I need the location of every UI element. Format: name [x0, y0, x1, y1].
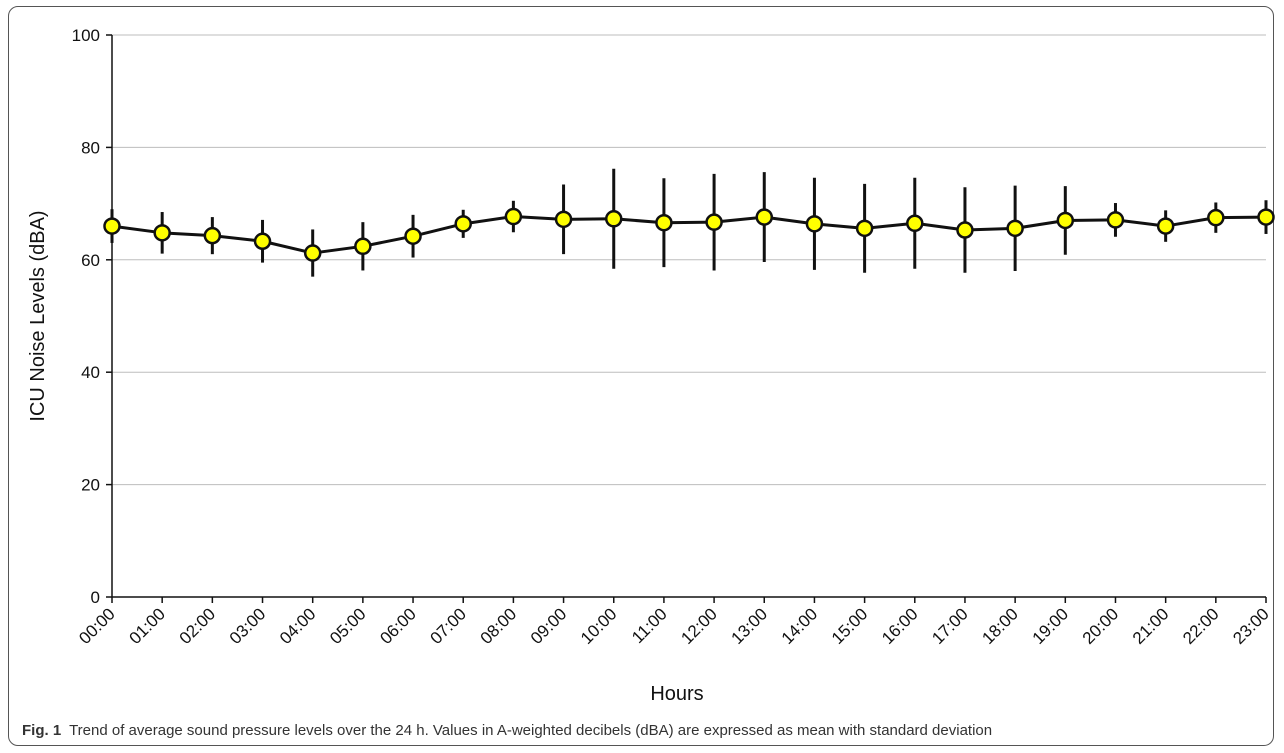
x-tick-label-16: 16:00	[878, 604, 922, 648]
data-point-1	[153, 224, 171, 242]
y-axis-title: ICU Noise Levels (dBA)	[27, 210, 49, 421]
x-tick-label-2: 02:00	[176, 604, 220, 648]
data-point-18	[1006, 219, 1024, 238]
x-tick-label-0: 00:00	[75, 604, 119, 648]
data-point-6	[404, 227, 422, 245]
caption-fig-label: Fig. 1	[22, 722, 62, 739]
data-point-11	[655, 213, 673, 232]
data-points	[103, 207, 1275, 262]
x-tick-label-10: 10:00	[577, 604, 621, 648]
data-point-16	[906, 214, 924, 233]
data-point-10	[604, 210, 623, 228]
y-tick-label-60: 60	[81, 251, 100, 270]
y-tick-label-20: 20	[81, 476, 100, 495]
axes	[106, 34, 1267, 603]
data-point-5	[354, 237, 372, 256]
gridlines	[112, 34, 1266, 486]
x-tick-label-21: 21:00	[1129, 604, 1173, 648]
x-tick-label-13: 13:00	[728, 604, 772, 648]
x-tick-label-3: 03:00	[226, 604, 270, 648]
data-point-20	[1106, 211, 1125, 229]
data-point-8	[504, 207, 523, 226]
data-point-0	[103, 217, 121, 235]
data-point-17	[956, 221, 974, 239]
data-point-19	[1056, 211, 1075, 230]
y-tick-label-100: 100	[72, 26, 100, 45]
data-point-21	[1156, 217, 1175, 235]
x-tick-label-9: 09:00	[527, 604, 571, 648]
x-tick-label-11: 11:00	[628, 604, 671, 647]
x-tick-labels: 00:00 01:00 02:00 03:00 04:00 05:00 06:00 07:00…	[75, 604, 1273, 648]
x-tick-label-18: 18:00	[978, 604, 1022, 648]
data-point-12	[705, 213, 723, 231]
x-tick-label-22: 22:00	[1179, 604, 1223, 648]
figure-caption: Fig. 1 Trend of average sound pressure l…	[22, 722, 1272, 739]
x-tick-label-20: 20:00	[1079, 604, 1123, 648]
x-tick-label-19: 19:00	[1029, 604, 1073, 648]
x-tick-label-5: 05:00	[326, 604, 370, 648]
x-tick-label-7: 07:00	[427, 604, 471, 648]
data-point-14	[805, 215, 824, 233]
series-line	[111, 215, 1267, 255]
x-tick-label-14: 14:00	[778, 604, 822, 648]
x-axis-title: Hours	[650, 683, 703, 705]
y-tick-labels: 0 20 40 60 80 100	[72, 26, 100, 607]
x-tick-label-17: 17:00	[928, 604, 972, 648]
data-point-22	[1207, 208, 1225, 227]
x-tick-label-23: 23:00	[1229, 604, 1273, 648]
x-tick-label-8: 08:00	[477, 604, 521, 648]
x-tick-label-12: 12:00	[677, 604, 721, 648]
figure-frame	[8, 6, 1274, 746]
x-tick-label-15: 15:00	[828, 604, 872, 648]
data-point-3	[253, 232, 272, 251]
data-point-7	[454, 215, 472, 233]
y-tick-label-80: 80	[81, 138, 100, 157]
data-point-13	[755, 208, 774, 226]
y-tick-label-40: 40	[81, 363, 100, 382]
caption-text: Trend of average sound pressure levels o…	[69, 722, 993, 739]
x-tick-label-4: 04:00	[276, 604, 320, 648]
data-point-2	[203, 226, 222, 245]
x-tick-label-6: 06:00	[376, 604, 420, 648]
data-point-15	[855, 219, 874, 238]
data-point-9	[554, 210, 573, 229]
y-tick-label-0: 0	[91, 588, 100, 607]
data-point-23	[1257, 208, 1275, 226]
x-tick-label-1: 01:00	[125, 604, 169, 648]
series-line-0	[111, 215, 1267, 255]
data-point-4	[303, 244, 322, 262]
